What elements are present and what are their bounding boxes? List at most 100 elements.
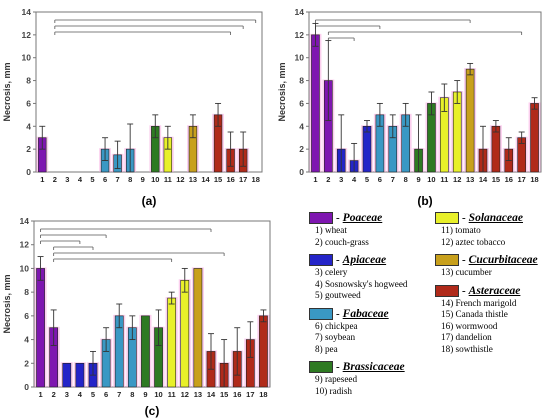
- bar-11: [167, 297, 177, 388]
- legend-swatch: [435, 284, 459, 297]
- error-bar: [90, 350, 96, 376]
- y-tick-label: 0: [26, 167, 31, 177]
- legend-group-brassicaceae: - Brassicaceae 9) rapeseed 10) radish: [309, 360, 408, 397]
- x-tick-label: 5: [90, 175, 94, 184]
- x-tick-label: 7: [391, 175, 395, 184]
- significance-bracket: [54, 25, 244, 29]
- x-tick-label: 14: [479, 175, 488, 184]
- error-bar: [39, 125, 46, 150]
- error-bar: [208, 333, 214, 370]
- error-bar: [492, 120, 499, 133]
- significance-bracket: [54, 31, 232, 35]
- legend-species-item: 15) Canada thistle: [441, 309, 508, 319]
- error-bar: [480, 125, 486, 173]
- x-tick-label: 12: [181, 390, 189, 399]
- legend-species-item: 6) chickpea: [315, 320, 358, 331]
- significance-bracket: [315, 25, 381, 29]
- legend-species-item: 10) radish: [315, 385, 352, 396]
- legend-group-header: - Brassicaceae: [309, 360, 408, 374]
- legend-group-header: - Solanaceae: [435, 211, 538, 225]
- legend-group-poaceae: - Poaceae 1) wheat 2) couch-grass: [309, 211, 408, 248]
- legend-swatch: [435, 254, 459, 266]
- y-axis-label: Necrosis, mm: [2, 62, 12, 121]
- x-tick-label: 3: [65, 175, 69, 184]
- x-tick-label: 4: [78, 390, 83, 399]
- significance-bracket: [53, 246, 94, 250]
- x-tick-label: 1: [313, 175, 317, 184]
- y-tick-label: 0: [299, 167, 304, 177]
- error-bar: [505, 137, 512, 162]
- x-tick-label: 10: [154, 390, 162, 399]
- y-tick-label: 14: [295, 7, 305, 17]
- plot-frame: [33, 220, 271, 388]
- legend-column-left: - Poaceae 1) wheat 2) couch-grass - Apiaceae 3…: [309, 211, 408, 402]
- x-tick-label: 6: [378, 175, 382, 184]
- error-bar: [103, 327, 110, 352]
- x-tick-label: 6: [104, 390, 108, 399]
- x-tick-label: 9: [416, 175, 420, 184]
- y-tick-label: 10: [295, 53, 305, 63]
- legend-dash: -: [336, 212, 340, 224]
- legend-species-item: 16) wormwood: [441, 320, 498, 331]
- x-tick-label: 17: [517, 175, 525, 184]
- chart-panel-b: 0 2 4 6 8 10 12 14 Necrosis, mm 1 2 3 4 5 6 7 8 9 10 11 12 13…: [275, 0, 550, 209]
- y-tick-label: 12: [22, 30, 32, 40]
- significance-bracket: [40, 234, 107, 238]
- x-tick-label: 15: [220, 390, 228, 399]
- y-tick-label: 6: [24, 311, 29, 321]
- x-tick-label: 11: [164, 175, 172, 184]
- y-axis-label: Necrosis, mm: [2, 274, 12, 333]
- bar-5: [362, 125, 372, 173]
- x-tick-label: 7: [117, 390, 121, 399]
- bar-13: [193, 268, 203, 388]
- panel-label: (a): [142, 194, 157, 208]
- y-tick-label: 14: [22, 7, 32, 17]
- legend-family-name: Fabaceae: [342, 307, 389, 320]
- bar-13: [465, 68, 475, 173]
- x-tick-label: 8: [130, 390, 134, 399]
- legend-swatch: [309, 361, 333, 373]
- x-tick-label: 17: [239, 175, 247, 184]
- legend-group-header: - Cucurbitaceae: [435, 253, 538, 267]
- significance-bracket: [54, 19, 257, 23]
- legend-dash: -: [462, 284, 466, 297]
- y-tick-label: 4: [26, 121, 31, 131]
- legend-species-item: 11) tomato: [441, 225, 481, 235]
- error-bar: [338, 114, 345, 173]
- x-tick-label: 1: [38, 390, 42, 399]
- x-tick-label: 13: [466, 175, 474, 184]
- legend-swatch: [309, 254, 333, 266]
- y-tick-label: 4: [299, 121, 304, 131]
- legend-dash: -: [462, 254, 466, 266]
- y-axis-label: Necrosis, mm: [277, 62, 287, 121]
- error-bar: [428, 91, 435, 116]
- error-bar: [129, 315, 136, 341]
- x-tick-label: 8: [404, 175, 408, 184]
- legend-column-right: - Solanaceae 11) tomato 12) aztec tobacco - C…: [435, 211, 538, 360]
- significance-bracket: [327, 37, 355, 41]
- error-bar: [247, 321, 254, 358]
- bar-18: [530, 103, 539, 173]
- error-bar: [240, 131, 247, 167]
- plot-frame: [35, 11, 263, 173]
- significance-bracket: [53, 252, 225, 256]
- legend-species-item: 9) rapeseed: [315, 374, 358, 384]
- x-tick-label: 13: [194, 390, 202, 399]
- legend-species-item: 17) dandelion: [441, 332, 492, 342]
- x-tick-label: 18: [530, 175, 538, 184]
- chart-panel-a: 0 2 4 6 8 10 12 14 Necrosis, mm 1 2 3 4 5 6 7 8 9 10 11 12 13…: [0, 0, 275, 209]
- error-bar: [189, 114, 196, 139]
- error-bar: [415, 114, 422, 173]
- error-bar: [376, 102, 383, 127]
- legend-family-name: Apiaceae: [342, 254, 387, 266]
- legend-dash: -: [462, 212, 466, 224]
- x-tick-label: 16: [505, 175, 513, 184]
- error-bar: [215, 102, 222, 127]
- x-tick-label: 10: [427, 175, 435, 184]
- panel-label: (c): [145, 404, 160, 418]
- legend-species-item: 5) goutweed: [315, 290, 361, 300]
- error-bar: [518, 131, 525, 144]
